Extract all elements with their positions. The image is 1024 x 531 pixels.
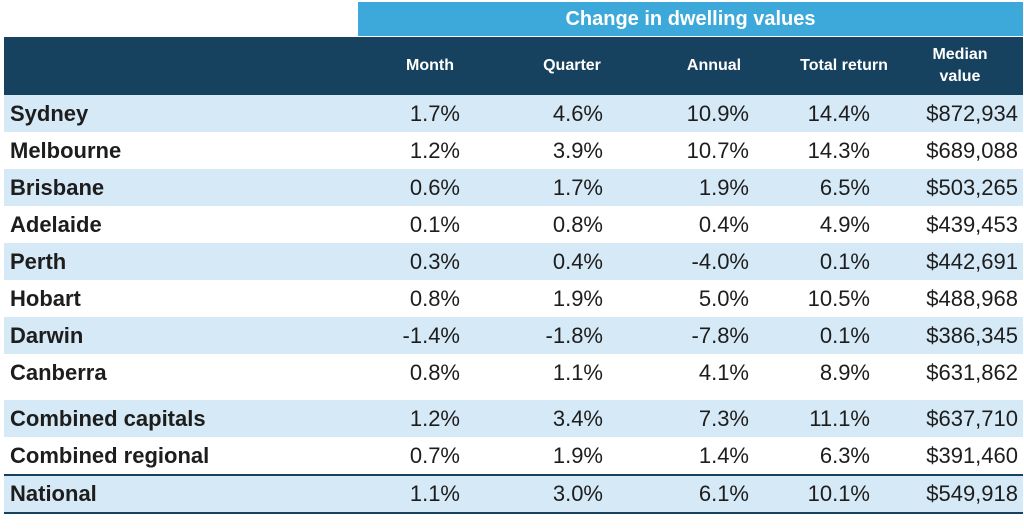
column-header-quarter: Quarter	[543, 57, 601, 74]
quarter-cell: 4.6%	[552, 100, 603, 126]
row-label: Combined regional	[10, 442, 210, 468]
table-row: Hobart 0.8% 1.9% 5.0% 10.5% $488,968	[4, 280, 1023, 317]
annual-cell: 4.1%	[698, 359, 749, 385]
annual-cell: 1.4%	[698, 442, 749, 468]
month-cell: 0.3%	[409, 248, 460, 274]
table-row: Brisbane 0.6% 1.7% 1.9% 6.5% $503,265	[4, 169, 1023, 206]
quarter-cell: 3.4%	[552, 405, 603, 431]
table-row: Melbourne 1.2% 3.9% 10.7% 14.3% $689,088	[4, 132, 1023, 169]
month-cell: 0.1%	[409, 211, 460, 237]
median-value-cell: $637,710	[926, 405, 1018, 431]
row-label: Adelaide	[10, 211, 102, 237]
month-cell: 0.8%	[409, 285, 460, 311]
median-value-cell: $872,934	[926, 100, 1018, 126]
total-return-cell: 8.9%	[819, 359, 870, 385]
month-cell: 0.8%	[409, 359, 460, 385]
annual-cell: -7.8%	[691, 322, 749, 348]
annual-cell: -4.0%	[691, 248, 749, 274]
annual-cell: 10.7%	[686, 137, 749, 163]
quarter-cell: 3.0%	[552, 481, 603, 506]
row-label: Brisbane	[10, 174, 105, 200]
quarter-cell: 0.8%	[552, 211, 603, 237]
median-value-cell: $439,453	[926, 211, 1018, 237]
column-header-month: Month	[406, 57, 454, 74]
median-value-cell: $386,345	[926, 322, 1018, 348]
table-body: Sydney 1.7% 4.6% 10.9% 14.4% $872,934 Me…	[4, 95, 1023, 514]
quarter-cell: 1.9%	[552, 442, 603, 468]
table-row-national: National 1.1% 3.0% 6.1% 10.1% $549,918	[4, 474, 1023, 514]
table-row: Adelaide 0.1% 0.8% 0.4% 4.9% $439,453	[4, 206, 1023, 243]
total-return-cell: 0.1%	[819, 248, 870, 274]
annual-cell: 5.0%	[698, 285, 749, 311]
table-row: Combined regional 0.7% 1.9% 1.4% 6.3% $3…	[4, 437, 1023, 474]
table-header: Month Quarter Annual Total return Median…	[4, 37, 1023, 95]
month-cell: 1.2%	[409, 137, 460, 163]
month-cell: 1.1%	[409, 481, 460, 506]
table-row: Perth 0.3% 0.4% -4.0% 0.1% $442,691	[4, 243, 1023, 280]
quarter-cell: 1.1%	[552, 359, 603, 385]
table-row: Darwin -1.4% -1.8% -7.8% 0.1% $386,345	[4, 317, 1023, 354]
month-cell: 0.6%	[409, 174, 460, 200]
month-cell: 1.7%	[409, 100, 460, 126]
column-header-annual: Annual	[686, 57, 742, 74]
total-return-cell: 10.5%	[807, 285, 870, 311]
column-header-median-value: Median value	[932, 46, 988, 85]
median-value-cell: $391,460	[926, 442, 1018, 468]
row-label: Canberra	[10, 359, 107, 385]
row-label: Sydney	[10, 100, 89, 126]
total-return-cell: 11.1%	[809, 405, 870, 431]
quarter-cell: 3.9%	[552, 137, 603, 163]
month-cell: 1.2%	[409, 405, 460, 431]
median-value-cell: $631,862	[926, 359, 1018, 385]
row-label: Hobart	[10, 285, 81, 311]
month-cell: 0.7%	[409, 442, 460, 468]
total-return-cell: 4.9%	[819, 211, 870, 237]
column-header-total-return: Total return	[800, 57, 888, 74]
table-row: Canberra 0.8% 1.1% 4.1% 8.9% $631,862	[4, 354, 1023, 391]
row-label: Combined capitals	[10, 405, 206, 431]
row-label: National	[10, 481, 97, 506]
table-row: Sydney 1.7% 4.6% 10.9% 14.4% $872,934	[4, 95, 1023, 132]
annual-cell: 7.3%	[698, 405, 749, 431]
total-return-cell: 10.1%	[807, 481, 870, 506]
quarter-cell: 0.4%	[552, 248, 603, 274]
total-return-cell: 0.1%	[819, 322, 870, 348]
total-return-cell: 6.5%	[819, 174, 870, 200]
median-value-cell: $488,968	[926, 285, 1018, 311]
total-return-cell: 14.3%	[807, 137, 870, 163]
month-cell: -1.4%	[402, 322, 460, 348]
quarter-cell: -1.8%	[545, 322, 603, 348]
median-value-cell: $442,691	[926, 248, 1018, 274]
annual-cell: 0.4%	[698, 211, 749, 237]
row-label: Melbourne	[10, 137, 122, 163]
annual-cell: 6.1%	[698, 481, 749, 506]
median-value-cell: $503,265	[926, 174, 1018, 200]
row-label: Perth	[10, 248, 67, 274]
table-row: Combined capitals 1.2% 3.4% 7.3% 11.1% $…	[4, 400, 1023, 437]
median-value-cell: $689,088	[926, 137, 1018, 163]
total-return-cell: 6.3%	[819, 442, 870, 468]
quarter-cell: 1.9%	[552, 285, 603, 311]
row-label: Darwin	[10, 322, 84, 348]
quarter-cell: 1.7%	[552, 174, 603, 200]
total-return-cell: 14.4%	[807, 100, 870, 126]
annual-cell: 1.9%	[698, 174, 749, 200]
median-value-cell: $549,918	[926, 481, 1018, 506]
table-banner: Change in dwelling values	[358, 2, 1023, 36]
annual-cell: 10.9%	[686, 100, 749, 126]
